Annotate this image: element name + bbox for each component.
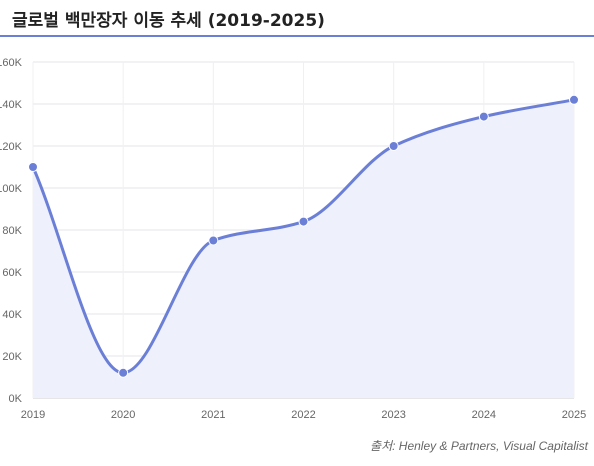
data-points — [28, 94, 579, 378]
x-tick-label: 2021 — [201, 409, 225, 421]
y-tick-label: 40K — [2, 309, 22, 321]
area-fill — [33, 99, 574, 399]
data-point-2025[interactable] — [569, 94, 579, 105]
data-point-2022[interactable] — [298, 216, 309, 227]
data-point-2024[interactable] — [478, 111, 489, 122]
y-tick-label: 100K — [0, 183, 23, 195]
source-note: 출처: Henley & Partners, Visual Capitalist — [370, 439, 588, 453]
y-tick-label: 0K — [9, 393, 23, 405]
y-tick-label: 120K — [0, 141, 23, 153]
series-line — [31, 98, 576, 375]
x-tick-label: 2020 — [111, 409, 135, 421]
y-tick-label: 80K — [2, 225, 22, 237]
data-point-2019[interactable] — [28, 162, 38, 172]
y-tick-label: 60K — [2, 267, 22, 279]
x-tick-label: 2023 — [381, 409, 405, 421]
x-tick-label: 2022 — [291, 409, 315, 421]
data-point-2020[interactable] — [118, 367, 129, 378]
x-tick-label: 2025 — [562, 409, 586, 421]
title-underline — [0, 35, 594, 37]
data-point-2023[interactable] — [388, 141, 399, 151]
x-tick-label: 2024 — [472, 409, 496, 421]
y-tick-label: 160K — [0, 57, 23, 69]
x-tick-label: 2019 — [21, 409, 45, 421]
y-tick-label: 20K — [2, 351, 22, 363]
x-axis-labels: 2019 2020 2021 2022 2023 2024 2025 — [21, 409, 586, 421]
y-tick-label: 140K — [0, 99, 23, 111]
chart-title: 글로벌 백만장자 이동 추세 (2019-2025) — [12, 11, 325, 31]
data-point-2021[interactable] — [208, 235, 219, 246]
y-axis-labels: 0K 20K 40K 60K 80K 100K 120K 140K 160K — [0, 57, 23, 405]
